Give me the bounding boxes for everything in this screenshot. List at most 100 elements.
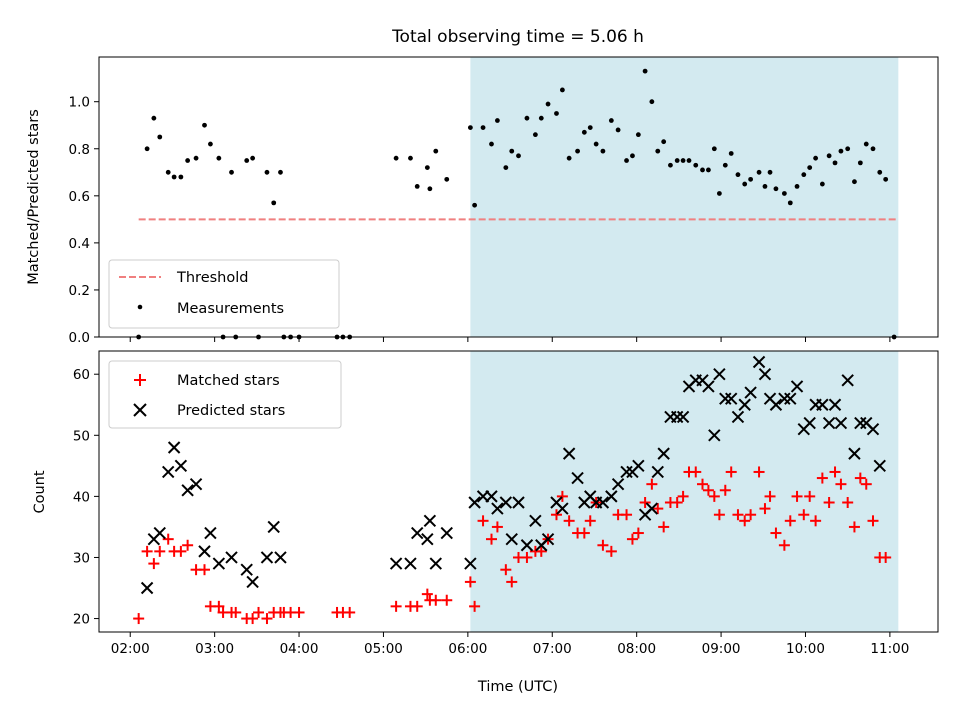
matched-point: [550, 509, 562, 521]
predicted-point: [140, 581, 154, 595]
matched-legend-swatch: [134, 374, 146, 386]
predicted-point: [181, 484, 194, 497]
matched-point: [658, 521, 670, 533]
predicted-point: [657, 447, 670, 460]
measurement-point: [467, 125, 473, 130]
matched-point: [745, 509, 757, 521]
matched-point: [646, 478, 658, 490]
predicted-point: [468, 496, 481, 509]
matched-point: [764, 490, 776, 502]
predicted-point: [520, 539, 534, 552]
predicted-legend-label: Predicted stars: [177, 403, 285, 419]
matched-point: [621, 509, 633, 521]
matched-point: [477, 515, 489, 527]
predicted-point: [744, 386, 757, 399]
measurement-point: [554, 111, 559, 116]
predicted-point: [611, 477, 625, 491]
count-panel-ticks: 02:00 03:00 04:00 05:00 06:00 07:00 08:00 09:00…: [73, 367, 910, 657]
matched-point: [293, 606, 305, 618]
predicted-point: [389, 557, 403, 570]
matched-point: [816, 472, 828, 484]
measurement-point: [587, 125, 593, 130]
matched-point: [632, 527, 644, 539]
y-tick-label: 30: [73, 550, 90, 566]
predicted-point: [632, 459, 645, 473]
observing-window-span: [470, 57, 899, 337]
measurement-point: [700, 167, 705, 173]
matched-point: [133, 613, 145, 625]
predicted-point: [153, 526, 166, 540]
matched-point: [770, 527, 782, 539]
measurements-legend-swatch: [137, 304, 143, 310]
predicted-point: [816, 398, 829, 411]
matched-point: [804, 490, 816, 502]
predicted-point: [676, 410, 690, 424]
matched-point: [854, 472, 866, 484]
predicted-point: [421, 532, 434, 546]
measurement-point: [832, 160, 838, 166]
predicted-point: [724, 392, 738, 405]
matched-point: [791, 490, 803, 502]
matched-point: [702, 484, 714, 496]
matched-point: [605, 545, 617, 557]
predicted-point: [713, 368, 726, 381]
measurement-point: [762, 184, 768, 189]
predicted-point: [423, 514, 437, 528]
predicted-point: [505, 532, 518, 546]
predicted-point: [440, 526, 453, 540]
measurement-point: [157, 134, 163, 140]
predicted-point: [803, 416, 816, 430]
matched-point: [753, 466, 765, 478]
y-tick-label: 60: [73, 367, 90, 383]
matched-point: [411, 600, 423, 612]
measurement-point: [649, 99, 655, 105]
matched-point: [469, 600, 481, 612]
matched-point: [441, 594, 453, 606]
matched-point: [491, 521, 503, 533]
matched-point: [725, 466, 737, 478]
predicted-point: [596, 496, 610, 509]
matched-point: [430, 594, 442, 606]
observing-window-span: [470, 351, 899, 632]
predicted-point: [429, 557, 442, 570]
measurement-point: [229, 169, 234, 175]
matched-point: [829, 466, 841, 478]
ratio-y-axis-label: Matched/Predicted stars: [26, 109, 42, 285]
measurement-point: [250, 155, 256, 161]
predicted-point: [708, 429, 721, 442]
matched-point: [556, 490, 568, 502]
measurement-point: [244, 158, 250, 163]
measurement-point: [877, 169, 883, 175]
matched-point: [521, 551, 533, 563]
matched-point: [506, 576, 518, 588]
predicted-point: [848, 447, 861, 460]
predicted-point: [174, 459, 188, 473]
matched-point: [485, 533, 497, 545]
matched-point: [141, 545, 153, 557]
matched-point: [867, 515, 879, 527]
measurement-point: [472, 202, 478, 208]
predicted-point: [411, 526, 424, 540]
y-tick-label: 0.0: [69, 330, 90, 346]
measurement-point: [503, 165, 509, 170]
measurement-point: [216, 155, 222, 161]
measurement-point: [427, 186, 433, 192]
measurement-point: [538, 115, 544, 121]
measurement-point: [608, 118, 614, 123]
predicted-point: [866, 422, 880, 436]
predicted-point: [512, 496, 525, 509]
predicted-point: [758, 368, 772, 381]
measurement-point: [716, 191, 722, 196]
y-tick-label: 1.0: [69, 95, 90, 111]
measurement-point: [801, 172, 807, 178]
threshold-legend-label: Threshold: [176, 270, 248, 286]
count-panel-marks: [133, 355, 892, 625]
predicted-point: [491, 502, 504, 515]
predicted-point: [240, 563, 253, 576]
matched-point: [175, 545, 187, 557]
measurement-point: [693, 162, 699, 168]
matched-point: [154, 545, 166, 557]
predicted-point: [499, 496, 513, 509]
matched-point: [230, 606, 242, 618]
measurement-point: [807, 165, 813, 170]
